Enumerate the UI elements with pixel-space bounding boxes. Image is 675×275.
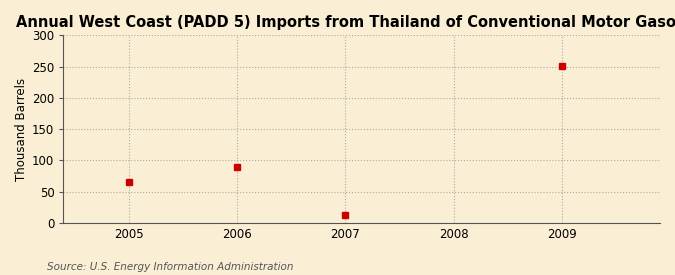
Y-axis label: Thousand Barrels: Thousand Barrels bbox=[15, 78, 28, 181]
Text: Source: U.S. Energy Information Administration: Source: U.S. Energy Information Administ… bbox=[47, 262, 294, 272]
Title: Annual West Coast (PADD 5) Imports from Thailand of Conventional Motor Gasoline: Annual West Coast (PADD 5) Imports from … bbox=[16, 15, 675, 30]
